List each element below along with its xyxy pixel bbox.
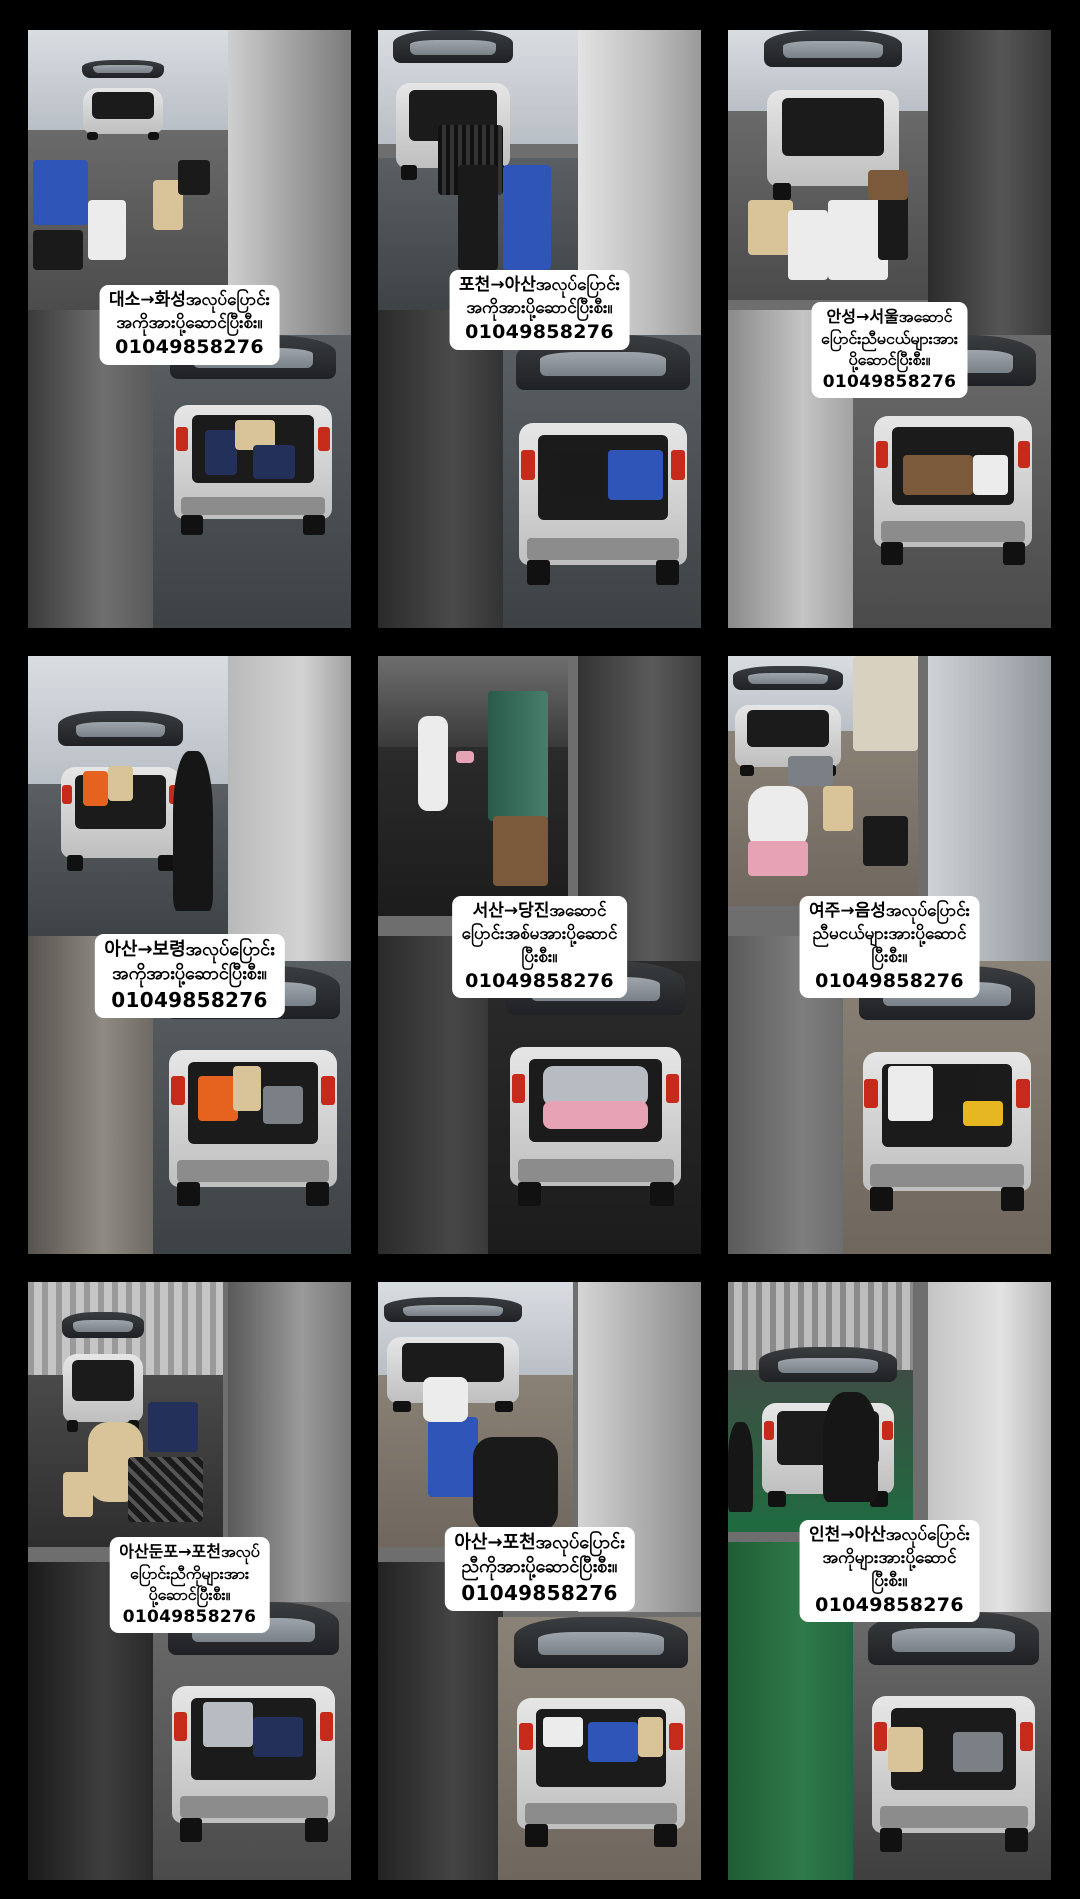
- delivery-tile-1[interactable]: 대소→화성အလုပ်ပြောင်း အကိုအားပို့ဆောင်ပြီးစီ…: [28, 30, 351, 628]
- car-trunk-photo: [488, 961, 701, 1254]
- caption-line: 여주→음성အလုပ်ပြောင်း: [809, 901, 970, 921]
- loading-photo: [28, 30, 228, 315]
- phone-number: 01049858276: [465, 320, 614, 343]
- caption-line: 서산→당진အဆောင်: [472, 901, 607, 921]
- car-trunk-photo: [153, 335, 351, 628]
- loading-photo: [28, 1282, 223, 1547]
- phone-number: 01049858276: [815, 1593, 964, 1616]
- caption-line: ညီမငယ်များအားပို့ဆောင်: [812, 923, 967, 944]
- delivery-tile-6[interactable]: 여주→음성အလုပ်ပြောင်း ညီမငယ်များအားပို့ဆောင်…: [728, 656, 1051, 1254]
- caption-box: 안성→서울အဆောင် ပြောင်းညီမငယ်များအား ပို့ဆော…: [811, 302, 968, 398]
- phone-number: 01049858276: [465, 969, 614, 992]
- caption-line: ပြောင်းအစ်မအားပို့ဆောင်: [461, 923, 618, 944]
- car-trunk-photo: [498, 1617, 701, 1880]
- caption-line: 대소→화성အလုပ်ပြောင်း: [109, 290, 270, 310]
- caption-line: ညီကိုအားပို့ဆောင်ပြီးစီး။: [461, 1556, 618, 1578]
- phone-number: 01049858276: [461, 1580, 618, 1605]
- caption-line: 포천→아산အလုပ်ပြောင်း: [459, 275, 620, 295]
- car-trunk-photo: [853, 1612, 1051, 1880]
- caption-box: 포천→아산အလုပ်ပြောင်း အကိုအားပို့ဆောင်ပြီးစီ…: [449, 270, 630, 350]
- caption-line: ပြီးစီး။: [521, 946, 558, 967]
- delivery-tile-3[interactable]: 안성→서울အဆောင် ပြောင်းညီမငယ်များအား ပို့ဆော…: [728, 30, 1051, 628]
- caption-line: ပြောင်းညီမငယ်များအား: [821, 328, 958, 348]
- loading-photo: [378, 1282, 573, 1547]
- caption-box: 여주→음성အလုပ်ပြောင်း ညီမငယ်များအားပို့ဆောင်…: [799, 896, 980, 999]
- phone-number: 01049858276: [822, 371, 957, 392]
- car-trunk-photo: [153, 1602, 351, 1880]
- caption-line: ပြီးစီး။: [871, 1570, 908, 1591]
- delivery-tile-8[interactable]: 아산→포천အလုပ်ပြောင်း ညီကိုအားပို့ဆောင်ပြီးစ…: [378, 1282, 701, 1880]
- loading-photo: [728, 30, 928, 300]
- caption-line: ပို့ဆောင်ပြီးစီး။: [148, 1585, 231, 1605]
- caption-box: 대소→화성အလုပ်ပြောင်း အကိုအားပို့ဆောင်ပြီးစီ…: [99, 285, 280, 365]
- loading-photo: [378, 30, 578, 315]
- caption-line: 인천→아산အလုပ်ပြောင်း: [809, 1525, 970, 1545]
- caption-box: 아산→보령အလုပ်ပြောင်း အကိုအားပို့ဆောင်ပြီးစီ…: [94, 934, 285, 1018]
- phone-number: 01049858276: [111, 987, 268, 1012]
- caption-line: ပြီးစီး။: [871, 946, 908, 967]
- car-trunk-photo: [503, 335, 701, 628]
- car-trunk-photo: [843, 961, 1051, 1254]
- phone-number: 01049858276: [815, 969, 964, 992]
- phone-number: 01049858276: [122, 1606, 257, 1627]
- caption-line: 안성→서울အဆောင်: [826, 307, 953, 326]
- caption-line: 아산→포천အလုပ်ပြောင်း: [454, 1532, 625, 1553]
- caption-line: အကိုများအားပို့ဆောင်: [822, 1547, 957, 1568]
- phone-number: 01049858276: [115, 335, 264, 358]
- caption-box: 아산→포천အလုပ်ပြောင်း ညီကိုအားပို့ဆောင်ပြီးစ…: [444, 1527, 635, 1611]
- delivery-tile-5[interactable]: 서산→당진အဆောင် ပြောင်းအစ်မအားပို့ဆောင် ပြီး…: [378, 656, 701, 1254]
- loading-photo: [728, 1282, 913, 1532]
- delivery-tile-9[interactable]: 인천→아산အလုပ်ပြောင်း အကိုများအားပို့ဆောင် ပ…: [728, 1282, 1051, 1880]
- caption-box: 서산→당진အဆောင် ပြောင်းအစ်မအားပို့ဆောင် ပြီး…: [451, 896, 628, 999]
- caption-box: 인천→아산အလုပ်ပြောင်း အကိုများအားပို့ဆောင် ပ…: [799, 1520, 980, 1623]
- caption-line: 아산둔포→포천အလုပ်: [119, 1542, 260, 1561]
- caption-line: အကိုအားပို့ဆောင်ပြီးစီး။: [466, 297, 613, 318]
- caption-line: အကိုအားပို့ဆောင်ပြီးစီး။: [116, 312, 263, 333]
- delivery-tile-7[interactable]: 아산둔포→포천အလုပ် ပြောင်းညီကိုများအား ပို့ဆော…: [28, 1282, 351, 1880]
- caption-box: 아산둔포→포천အလုပ် ပြောင်းညီကိုများအား ပို့ဆော…: [109, 1537, 270, 1633]
- delivery-tile-4[interactable]: 아산→보령အလုပ်ပြောင်း အကိုအားပို့ဆောင်ပြီးစီ…: [28, 656, 351, 1254]
- loading-photo: [378, 656, 568, 916]
- delivery-tile-2[interactable]: 포천→아산အလုပ်ပြောင်း အကိုအားပို့ဆောင်ပြီးစီ…: [378, 30, 701, 628]
- caption-line: အကိုအားပို့ဆောင်ပြီးစီး။: [112, 963, 267, 985]
- caption-line: 아산→보령အလုပ်ပြောင်း: [104, 939, 275, 960]
- loading-photo: [28, 656, 228, 941]
- caption-line: ပြောင်းညီကိုများအား: [129, 1563, 250, 1583]
- caption-line: ပို့ဆောင်ပြီးစီး။: [848, 350, 931, 370]
- loading-photo: [728, 656, 918, 906]
